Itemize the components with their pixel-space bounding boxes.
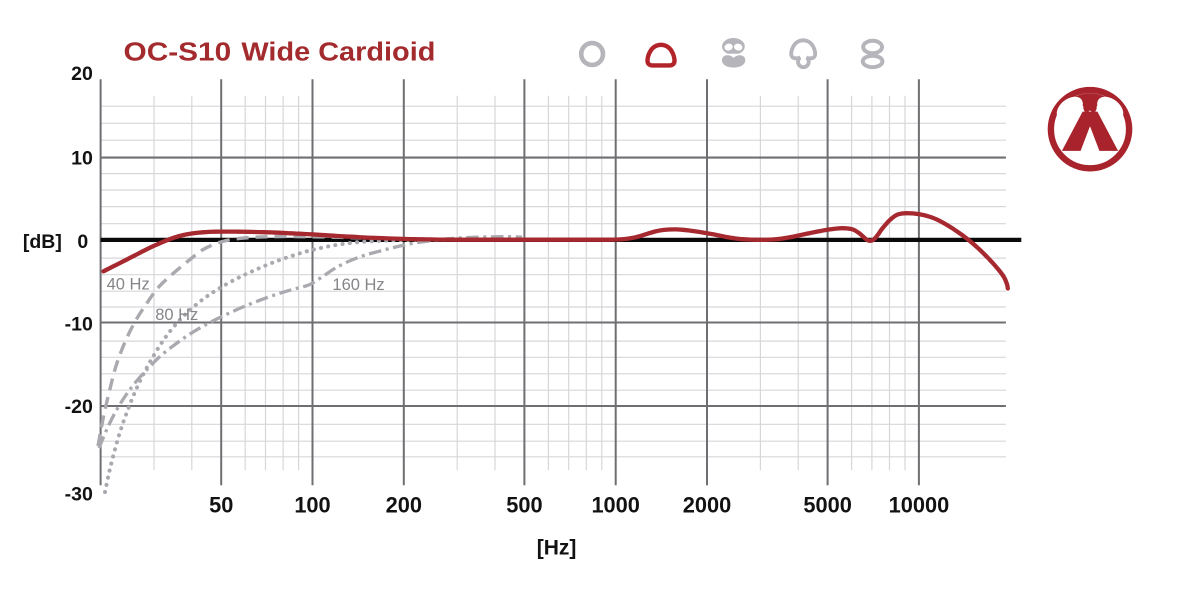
svg-text:[dB]: [dB]: [23, 231, 62, 253]
svg-text:Wide Cardioid: Wide Cardioid: [241, 37, 435, 67]
svg-text:20: 20: [71, 63, 93, 85]
svg-text:2000: 2000: [683, 492, 732, 517]
svg-text:5000: 5000: [803, 492, 852, 517]
svg-text:10000: 10000: [889, 492, 950, 517]
svg-text:-30: -30: [65, 484, 93, 506]
svg-text:100: 100: [294, 492, 330, 517]
svg-text:10: 10: [71, 148, 93, 170]
svg-text:80 Hz: 80 Hz: [155, 306, 198, 324]
svg-text:200: 200: [386, 492, 422, 517]
svg-text:[Hz]: [Hz]: [537, 536, 577, 559]
svg-text:500: 500: [506, 492, 542, 517]
svg-text:160 Hz: 160 Hz: [332, 276, 384, 294]
svg-text:0: 0: [77, 231, 88, 253]
svg-text:1000: 1000: [591, 492, 640, 517]
svg-text:40 Hz: 40 Hz: [107, 275, 150, 293]
svg-text:-10: -10: [65, 314, 93, 336]
svg-text:50: 50: [209, 492, 233, 517]
svg-text:-20: -20: [65, 396, 93, 418]
svg-text:OC-S10: OC-S10: [124, 37, 232, 67]
